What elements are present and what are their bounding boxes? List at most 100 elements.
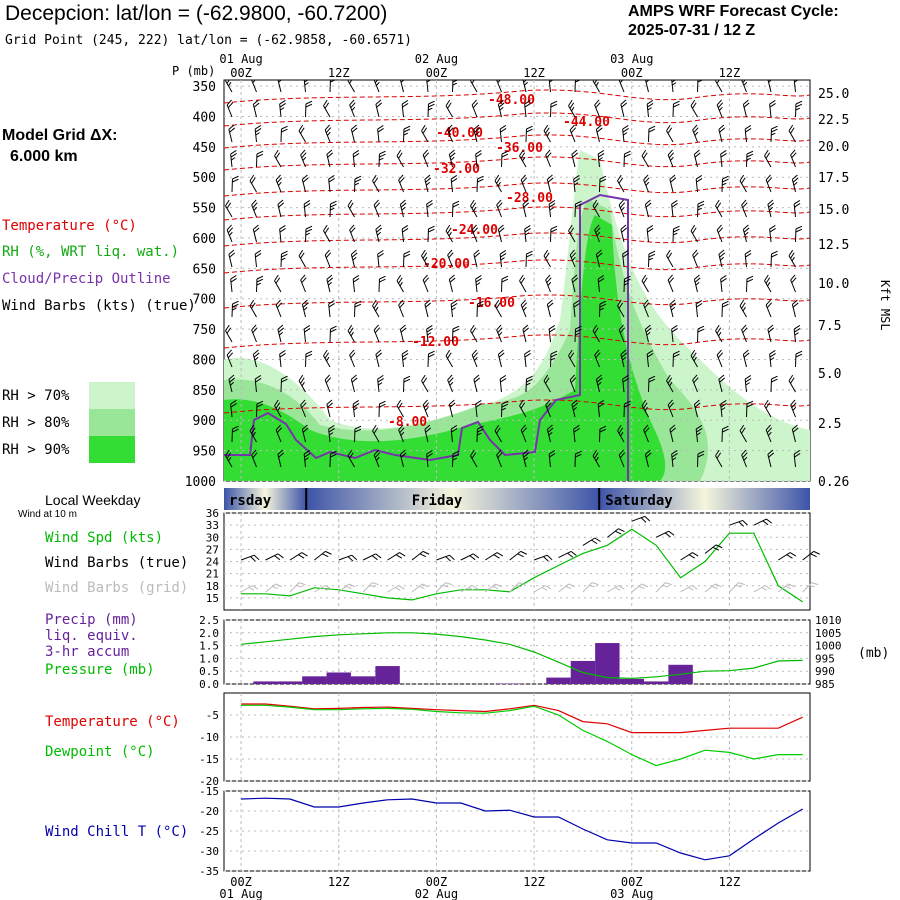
wind-barb bbox=[350, 249, 358, 268]
wind-barb bbox=[671, 80, 678, 93]
wind-barb bbox=[720, 275, 727, 293]
wind-barb-grid bbox=[411, 583, 429, 593]
precip-ytick-5: 2.5 bbox=[199, 614, 219, 627]
wind-ytick-6: 33 bbox=[206, 519, 219, 532]
wind-barb bbox=[328, 175, 335, 193]
wind-barb bbox=[377, 125, 384, 143]
legend-liq-equiv: liq. equiv. bbox=[45, 628, 138, 644]
xsec-ytick-9: 800 bbox=[193, 353, 216, 368]
wind-barb-grid bbox=[704, 583, 722, 593]
wind-barb bbox=[622, 250, 629, 268]
weekday-segment-2 bbox=[599, 488, 810, 510]
wind-barb bbox=[739, 424, 747, 443]
wind-barb bbox=[618, 449, 626, 468]
wind-barb bbox=[329, 80, 337, 93]
wind-barb bbox=[226, 224, 234, 243]
temp-ytick-2: -15 bbox=[199, 753, 219, 766]
wind-barb bbox=[795, 225, 803, 243]
xsec-ytick-5: 600 bbox=[193, 232, 216, 247]
rh-70-label: RH > 70% bbox=[2, 388, 70, 404]
wind-barb bbox=[697, 80, 705, 93]
isotherm-9 bbox=[224, 334, 810, 349]
legend-wind-barbs: Wind Barbs (kts) (true) bbox=[2, 298, 196, 314]
wind-barb bbox=[329, 200, 337, 218]
wind-barb bbox=[401, 350, 409, 368]
wind-barb bbox=[548, 325, 556, 343]
wind-barb bbox=[354, 425, 362, 443]
wind-barb bbox=[666, 124, 674, 143]
wind-barb-true bbox=[265, 553, 284, 561]
wind-barb bbox=[594, 99, 601, 118]
wind-barb-true bbox=[387, 552, 406, 561]
wind-barb bbox=[573, 425, 580, 443]
xsec-ytick-13: 1000 bbox=[185, 475, 216, 490]
wind-barb bbox=[739, 174, 747, 193]
wind-barb-grid bbox=[631, 583, 649, 593]
wind-barb bbox=[720, 150, 727, 168]
isotherms bbox=[224, 89, 810, 414]
wind-barb bbox=[378, 275, 386, 293]
wind-barb bbox=[721, 175, 729, 193]
wind-barb bbox=[571, 274, 579, 293]
wind-barb bbox=[448, 149, 456, 168]
wind-barb bbox=[323, 224, 331, 243]
wind-barb bbox=[452, 450, 460, 468]
wind-barb bbox=[473, 124, 481, 143]
wind-barb-true bbox=[484, 552, 504, 561]
isotherm-label-10: -8.00 bbox=[388, 415, 427, 430]
legend-cloud-outline: Cloud/Precip Outline bbox=[2, 271, 171, 287]
wind-barb bbox=[494, 424, 502, 443]
precip-y2tick-2: 995 bbox=[815, 652, 835, 665]
wind-barb bbox=[350, 374, 358, 393]
precip-bar-16 bbox=[619, 678, 644, 684]
wind-barb bbox=[254, 375, 262, 393]
model-cycle-time: 2025-07-31 / 12 Z bbox=[628, 22, 756, 39]
wind-barb bbox=[424, 174, 432, 193]
wind-barb bbox=[721, 425, 729, 443]
top-date-label-0: 01 Aug bbox=[219, 52, 262, 66]
precip-y2tick-3: 1000 bbox=[815, 640, 842, 653]
wind-barb bbox=[347, 324, 355, 343]
bottom-time-label-4: 00Z bbox=[621, 875, 643, 889]
wind-barb bbox=[648, 375, 656, 393]
wind-barb bbox=[695, 175, 703, 193]
wind-barb bbox=[767, 199, 775, 218]
wind-barb bbox=[742, 349, 750, 368]
wind-barb-true bbox=[240, 554, 260, 562]
wind-barb bbox=[571, 399, 579, 418]
wind-barb bbox=[693, 274, 701, 293]
wind-barb bbox=[298, 124, 306, 143]
wind-barb bbox=[672, 100, 680, 118]
precip-ytick-2: 1.0 bbox=[199, 652, 219, 665]
wind-barb bbox=[716, 224, 724, 243]
precip-ytick-1: 0.5 bbox=[199, 665, 219, 678]
bottom-time-label-5: 12Z bbox=[719, 875, 741, 889]
wind-barb bbox=[476, 425, 484, 443]
chill-ytick-4: -35 bbox=[199, 865, 219, 878]
wind-barb bbox=[447, 124, 454, 143]
isotherm-label-7: -20.00 bbox=[423, 257, 470, 272]
wind-barb bbox=[671, 450, 678, 468]
wind-barb bbox=[471, 349, 479, 368]
wind-barb-grid bbox=[314, 585, 332, 593]
wind-barb bbox=[788, 374, 796, 393]
wind-barb bbox=[770, 375, 778, 393]
wind-barb bbox=[323, 99, 331, 118]
rh-80-label: RH > 80% bbox=[2, 415, 70, 431]
wind-barb-grid bbox=[680, 585, 698, 593]
bottom-time-label-3: 12Z bbox=[523, 875, 545, 889]
wind-barb-true bbox=[631, 515, 651, 523]
wind-barb bbox=[225, 199, 233, 218]
wind-barb bbox=[251, 80, 258, 93]
wind-barb bbox=[716, 349, 724, 368]
wind-barb bbox=[426, 325, 433, 343]
wind-barb bbox=[715, 199, 723, 218]
wind-barb bbox=[770, 125, 778, 143]
wind-barb bbox=[403, 250, 411, 268]
wind-barbs-grid bbox=[240, 582, 819, 593]
wind-speed-line bbox=[241, 528, 804, 603]
wind-barb bbox=[426, 450, 433, 468]
isotherm-3 bbox=[224, 156, 810, 171]
